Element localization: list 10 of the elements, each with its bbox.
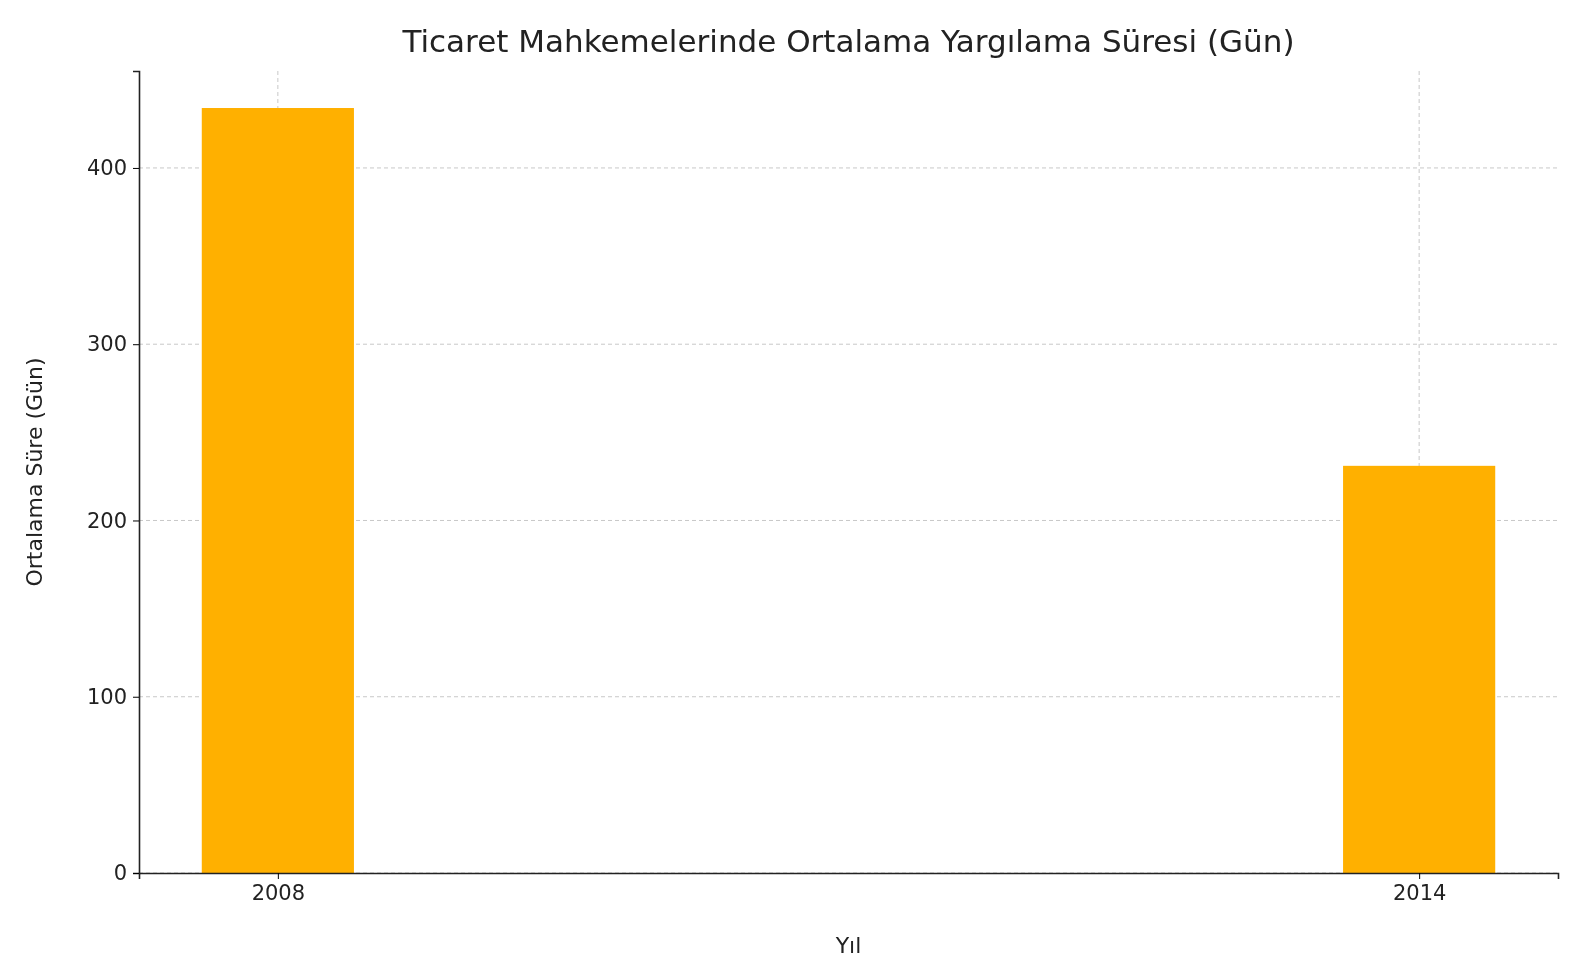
y-axis-title: Ortalama Süre (Gün) <box>22 357 47 587</box>
y-tick-label: 100 <box>86 684 127 709</box>
x-axis-title: Yıl <box>834 933 862 958</box>
y-tick-label: 200 <box>86 508 127 533</box>
y-tick-label: 0 <box>113 861 127 886</box>
x-tick-label: 2014 <box>1392 880 1447 905</box>
chart-title: Ticaret Mahkemelerinde Ortalama Yargılama Süresi (Gün) <box>401 23 1295 59</box>
y-tick-label: 300 <box>86 332 127 357</box>
y-tick-label: 400 <box>86 156 127 181</box>
x-tick-label: 2008 <box>251 880 306 905</box>
